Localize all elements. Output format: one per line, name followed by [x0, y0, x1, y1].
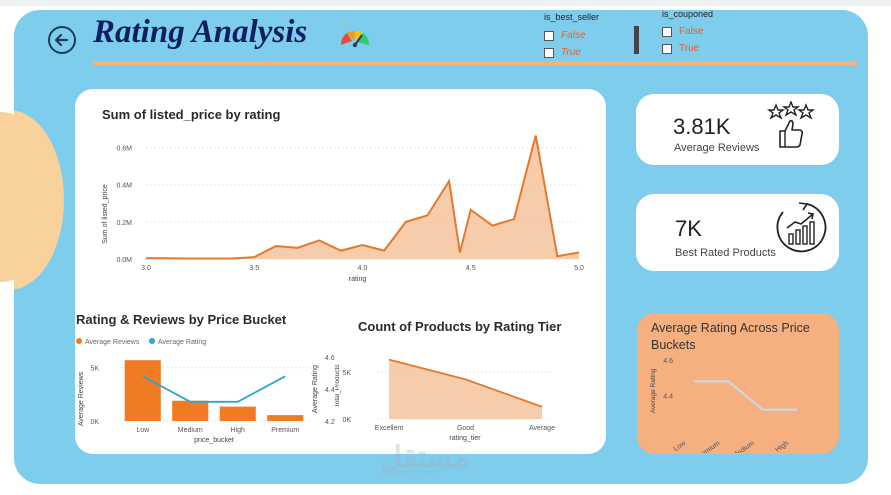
bar: [219, 406, 256, 421]
legend-label: Average Reviews: [85, 339, 140, 346]
kpi-value: 7K: [675, 216, 702, 241]
option-label: True: [561, 47, 581, 58]
chart-title: Average Rating Across Price Buckets: [651, 321, 810, 352]
slicer-option-false[interactable]: False: [662, 23, 713, 40]
x-tick-label: Good: [457, 425, 474, 432]
y-tick-label: 5K: [90, 366, 99, 373]
y2-axis-label: Average Rating: [312, 365, 319, 413]
slicer-is-best-seller: is_best_seller False True: [544, 12, 599, 61]
chart-title: Count of Products by Rating Tier: [358, 319, 562, 334]
page-title: Rating Analysis: [93, 14, 308, 50]
y2-tick-label: 4.6: [325, 355, 335, 362]
slicer-option-true[interactable]: True: [544, 44, 599, 61]
chart-title: Sum of listed_price by rating: [102, 107, 281, 122]
x-tick-label: 5.0: [574, 265, 584, 272]
checkbox[interactable]: [662, 26, 672, 37]
kpi-card-average-reviews: 3.81K Average Reviews: [636, 94, 839, 165]
kpi-label: Average Reviews: [674, 142, 760, 154]
series-line: [694, 380, 797, 411]
bar: [267, 415, 304, 421]
area-fill: [146, 135, 579, 259]
x-tick-label: Average: [529, 425, 555, 432]
x-axis-label: rating_tier: [449, 435, 481, 442]
charts-card: Sum of listed_price by rating 0.0M 0.2M 0.…: [75, 89, 606, 454]
series-line: [145, 135, 580, 260]
y-tick-label: 0.2M: [116, 220, 132, 227]
legend-marker: [76, 338, 82, 344]
slicer-option-true[interactable]: True: [662, 40, 713, 57]
checkbox[interactable]: [662, 43, 672, 54]
option-label: False: [679, 26, 704, 37]
y-axis-label: Average Rating: [650, 368, 657, 413]
listed-price-area-chart: 0.0M 0.2M 0.4M 0.6M 3.0 3.5 4.0 4.5 5.0 rating Sum…: [102, 135, 584, 283]
bar: [124, 360, 161, 421]
chart-title: Rating & Reviews by Price Bucket: [76, 312, 287, 327]
x-tick-label: Premium: [271, 427, 299, 434]
y-axis-label: Total_Products: [335, 364, 341, 408]
y-tick-label: 5K: [342, 370, 351, 377]
slicer-option-false[interactable]: False: [544, 27, 599, 44]
rating-tier-area-chart: 0K 5K Excellent Good Average rating_tier Total…: [335, 358, 555, 442]
x-tick-label: Medium: [731, 440, 756, 453]
corner-decoration: [14, 110, 64, 290]
slicer-label: is_couponed: [662, 9, 714, 19]
series-line: [142, 375, 286, 403]
x-tick-label: Medium: [178, 427, 203, 434]
price-bucket-combo-chart: Average Reviews Average Rating 0K 5K 4.2 4.4 4…: [76, 338, 335, 444]
legend-label: Average Rating: [158, 339, 206, 346]
y-tick-label: 0.0M: [116, 257, 132, 264]
x-tick-label: 4.5: [466, 265, 476, 272]
watermark-logo: مستقل: [380, 441, 470, 474]
option-label: True: [679, 43, 700, 54]
y-axis-label: Sum of listed_price: [102, 184, 109, 244]
slicer-is-couponed: is_couponed False True: [662, 9, 713, 57]
y-tick-label: 4.6: [663, 358, 673, 365]
rating-gauge-icon: [339, 23, 370, 48]
x-tick-label: Low: [136, 427, 150, 434]
slicer-separator: [634, 26, 639, 54]
x-axis-label: rating: [349, 276, 367, 283]
header-rule: [93, 61, 857, 65]
bar: [172, 400, 209, 421]
checkbox[interactable]: [544, 47, 554, 58]
legend-marker: [149, 338, 155, 344]
x-tick-label: Excellent: [375, 425, 403, 432]
stars-thumbs-up-icon: [766, 101, 816, 148]
x-tick-label: 4.0: [358, 265, 368, 272]
top-strip: [0, 0, 891, 6]
y-axis-label: Average Reviews: [78, 371, 85, 426]
x-tick-label: 3.0: [141, 265, 151, 272]
y-tick-label: 0K: [90, 419, 99, 426]
arrow-left-icon: [54, 33, 69, 47]
x-tick-label: Premium: [695, 440, 722, 453]
option-label: False: [561, 30, 586, 41]
x-tick-label: High: [231, 427, 246, 434]
y-tick-label: 0K: [342, 417, 351, 424]
area-fill: [389, 359, 542, 419]
avg-rating-line-chart: 4.4 4.6 Average Rating Low Premium Medium High: [650, 358, 797, 453]
kpi-value: 3.81K: [673, 114, 731, 139]
checkbox[interactable]: [544, 30, 554, 41]
y2-tick-label: 4.4: [325, 387, 335, 394]
x-axis-label: price_bucket: [194, 437, 234, 444]
back-button[interactable]: [48, 26, 76, 54]
kpi-label: Best Rated Products: [675, 247, 776, 259]
x-tick-label: 3.5: [249, 265, 259, 272]
series-line: [388, 358, 543, 408]
y-tick-label: 0.6M: [116, 146, 132, 153]
avg-rating-card: Average Rating Across Price Buckets 4.4 4…: [637, 313, 839, 454]
y-tick-label: 0.4M: [116, 183, 132, 190]
slicer-label: is_best_seller: [544, 12, 600, 22]
x-tick-label: Low: [673, 439, 688, 453]
y-tick-label: 4.4: [663, 394, 673, 401]
y2-tick-label: 4.2: [325, 419, 335, 426]
growth-chart-icon: [776, 202, 827, 253]
x-tick-label: High: [774, 440, 790, 453]
kpi-card-best-rated: 7K Best Rated Products: [636, 194, 839, 271]
watermark-url: mostaql.com: [377, 468, 440, 480]
